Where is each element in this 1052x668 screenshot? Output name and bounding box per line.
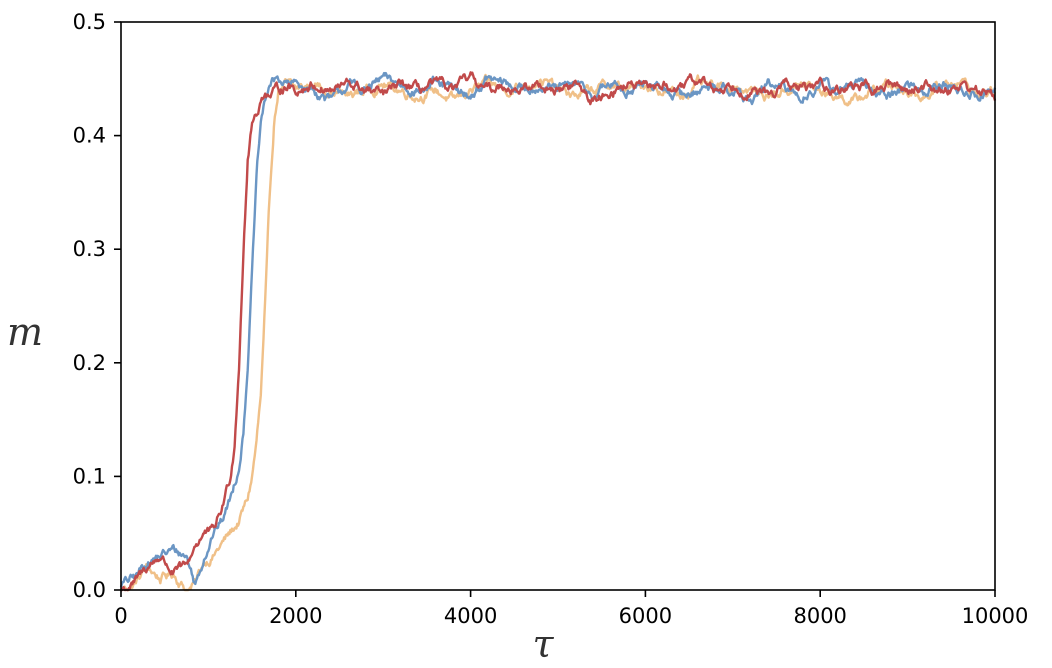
- x-tick-label: 6000: [619, 604, 672, 628]
- y-axis: 0.0 0.1 0.2 0.3 0.4 0.5: [73, 10, 121, 602]
- y-tick-label: 0.4: [73, 124, 106, 148]
- y-tick-label: 0.1: [73, 464, 106, 488]
- x-axis: 0 2000 4000 6000 8000 10000: [114, 590, 1028, 628]
- x-tick-label: 4000: [444, 604, 497, 628]
- x-tick-label: 0: [114, 604, 127, 628]
- plot-frame: [120, 21, 996, 591]
- series-line-2: [119, 71, 997, 588]
- y-tick-label: 0.5: [73, 10, 106, 34]
- series-layer: [119, 71, 997, 592]
- y-axis-label: m: [7, 310, 43, 354]
- x-axis-label: τ: [532, 622, 554, 666]
- y-tick-label: 0.2: [73, 351, 106, 375]
- x-tick-label: 8000: [793, 604, 846, 628]
- x-tick-label: 2000: [269, 604, 322, 628]
- y-tick-label: 0.0: [73, 578, 106, 602]
- series-line-1: [119, 73, 997, 592]
- series-line-3: [120, 71, 997, 592]
- x-tick-label: 10000: [962, 604, 1029, 628]
- y-tick-label: 0.3: [73, 237, 106, 261]
